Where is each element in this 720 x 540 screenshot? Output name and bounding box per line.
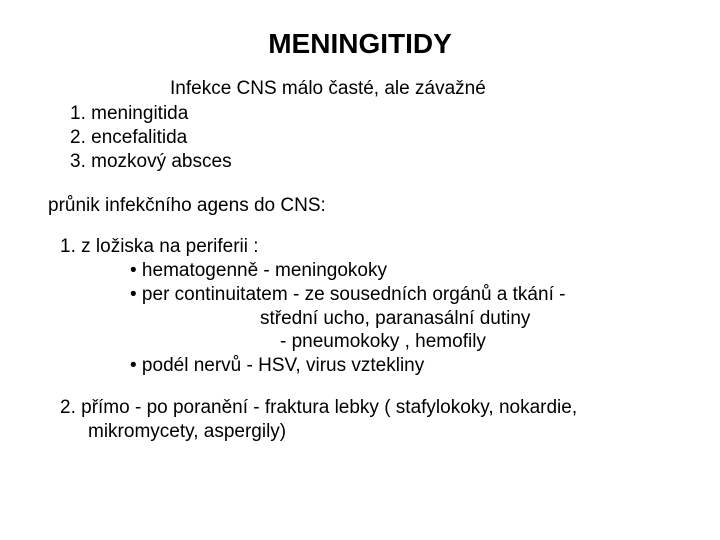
list-item: • podél nervů - HSV, virus vztekliny xyxy=(60,354,680,378)
section-heading: průnik infekčního agens do CNS: xyxy=(40,195,680,217)
list-item: - pneumokoky , hemofily xyxy=(60,330,680,354)
route-1: 1. z ložiska na periferii : • hematogenn… xyxy=(40,235,680,378)
list-item: střední ucho, paranasální dutiny xyxy=(60,307,680,331)
route-2: 2. přímo - po poranění - fraktura lebky … xyxy=(40,396,680,444)
list-item: 1. z ložiska na periferii : xyxy=(60,235,680,259)
list-item: 1. meningitida xyxy=(70,102,680,126)
list-item: 3. mozkový absces xyxy=(70,150,680,174)
list-item: • per continuitatem - ze sousedních orgá… xyxy=(60,283,680,307)
page-title: MENINGITIDY xyxy=(40,28,680,60)
list-item: mikromycety, aspergily) xyxy=(60,420,680,444)
types-list: 1. meningitida 2. encefalitida 3. mozkov… xyxy=(40,102,680,173)
list-item: • hematogenně - meningokoky xyxy=(60,259,680,283)
slide: MENINGITIDY Infekce CNS málo časté, ale … xyxy=(0,0,720,540)
subtitle: Infekce CNS málo časté, ale závažné xyxy=(40,78,680,100)
list-item: 2. přímo - po poranění - fraktura lebky … xyxy=(60,396,680,420)
list-item: 2. encefalitida xyxy=(70,126,680,150)
